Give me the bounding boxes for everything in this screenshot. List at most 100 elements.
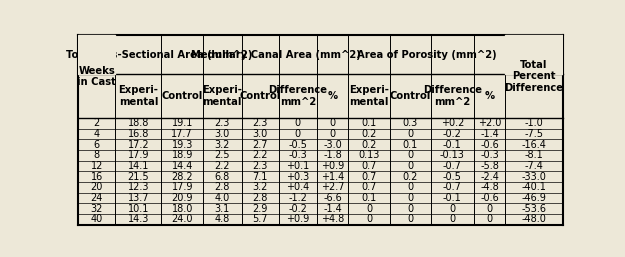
Text: 0: 0 — [486, 204, 492, 214]
Text: 0: 0 — [408, 204, 413, 214]
Text: Control: Control — [390, 91, 431, 101]
Text: 13.7: 13.7 — [127, 193, 149, 203]
Text: 0.1: 0.1 — [361, 118, 377, 128]
Text: 0: 0 — [408, 214, 413, 224]
Text: 0: 0 — [366, 204, 372, 214]
Text: Difference
mm^2: Difference mm^2 — [268, 85, 328, 107]
Text: 2.8: 2.8 — [253, 193, 268, 203]
Text: 17.2: 17.2 — [127, 140, 149, 150]
Text: +4.8: +4.8 — [321, 214, 344, 224]
Text: -1.0: -1.0 — [524, 118, 543, 128]
Text: Experi-
mental: Experi- mental — [202, 85, 242, 107]
Bar — [78, 35, 115, 74]
Text: 17.9: 17.9 — [127, 150, 149, 160]
Text: 0: 0 — [329, 129, 336, 139]
Text: -8.1: -8.1 — [524, 150, 543, 160]
Text: -33.0: -33.0 — [521, 172, 546, 182]
Text: 2.3: 2.3 — [214, 118, 230, 128]
Text: Area of Porosity (mm^2): Area of Porosity (mm^2) — [356, 50, 496, 60]
Text: -16.4: -16.4 — [521, 140, 546, 150]
Text: -48.0: -48.0 — [521, 214, 546, 224]
Text: 0: 0 — [408, 182, 413, 192]
Text: 40: 40 — [91, 214, 103, 224]
Text: 0.2: 0.2 — [361, 129, 377, 139]
Text: 0: 0 — [366, 214, 372, 224]
Text: +0.2: +0.2 — [441, 118, 464, 128]
Text: 3.0: 3.0 — [214, 129, 230, 139]
Text: 20.9: 20.9 — [171, 193, 193, 203]
Text: 3.2: 3.2 — [214, 140, 230, 150]
Text: 2: 2 — [94, 118, 100, 128]
Text: Experi-
mental: Experi- mental — [349, 85, 389, 107]
Text: 0: 0 — [408, 193, 413, 203]
Text: 0: 0 — [295, 118, 301, 128]
Text: 0: 0 — [408, 161, 413, 171]
Text: %: % — [484, 91, 494, 101]
Text: 16: 16 — [91, 172, 103, 182]
Text: -4.8: -4.8 — [480, 182, 499, 192]
Text: Medullary Canal Area (mm^2): Medullary Canal Area (mm^2) — [191, 50, 361, 60]
Text: 2.7: 2.7 — [253, 140, 268, 150]
Text: -0.6: -0.6 — [480, 140, 499, 150]
Text: 18.0: 18.0 — [171, 204, 193, 214]
Text: 0: 0 — [408, 150, 413, 160]
Text: 2.8: 2.8 — [214, 182, 230, 192]
Text: 21.5: 21.5 — [127, 172, 149, 182]
Text: 6: 6 — [94, 140, 100, 150]
Text: Tot Cross-Sectional Area (mm^2): Tot Cross-Sectional Area (mm^2) — [66, 50, 253, 60]
Text: 12: 12 — [91, 161, 103, 171]
Text: -2.4: -2.4 — [480, 172, 499, 182]
Text: 8: 8 — [94, 150, 100, 160]
Text: 28.2: 28.2 — [171, 172, 193, 182]
Text: -46.9: -46.9 — [521, 193, 546, 203]
Text: Control: Control — [239, 91, 281, 101]
Text: -53.6: -53.6 — [521, 204, 546, 214]
Text: 5.7: 5.7 — [253, 214, 268, 224]
Text: 6.8: 6.8 — [214, 172, 230, 182]
Text: 0: 0 — [295, 129, 301, 139]
Text: -0.2: -0.2 — [443, 129, 462, 139]
Text: +2.7: +2.7 — [321, 182, 344, 192]
Text: Total
Percent
Difference: Total Percent Difference — [504, 60, 563, 93]
Text: 18.9: 18.9 — [171, 150, 193, 160]
Text: -3.0: -3.0 — [323, 140, 342, 150]
Text: -0.3: -0.3 — [289, 150, 308, 160]
Text: 0.2: 0.2 — [361, 140, 377, 150]
Text: 17.9: 17.9 — [171, 182, 193, 192]
Text: 0.7: 0.7 — [361, 172, 377, 182]
Text: -0.5: -0.5 — [289, 140, 308, 150]
Text: +0.9: +0.9 — [321, 161, 344, 171]
Text: +1.4: +1.4 — [321, 172, 344, 182]
Text: 18.8: 18.8 — [127, 118, 149, 128]
Text: 2.9: 2.9 — [253, 204, 268, 214]
Text: 0.7: 0.7 — [361, 161, 377, 171]
Text: 2.3: 2.3 — [253, 118, 268, 128]
Text: -6.6: -6.6 — [323, 193, 342, 203]
Text: -0.5: -0.5 — [443, 172, 462, 182]
Text: 19.1: 19.1 — [171, 118, 193, 128]
Text: %: % — [328, 91, 338, 101]
Text: 0: 0 — [486, 214, 492, 224]
Bar — [505, 35, 562, 74]
Text: +0.3: +0.3 — [286, 172, 309, 182]
Text: -0.13: -0.13 — [440, 150, 465, 160]
Text: 0: 0 — [449, 214, 456, 224]
Text: -0.2: -0.2 — [289, 204, 308, 214]
Text: -0.7: -0.7 — [443, 182, 462, 192]
Text: -0.3: -0.3 — [480, 150, 499, 160]
Text: -7.4: -7.4 — [524, 161, 543, 171]
Text: +0.4: +0.4 — [286, 182, 309, 192]
Text: 0.7: 0.7 — [361, 182, 377, 192]
Text: 3.0: 3.0 — [253, 129, 268, 139]
Text: +0.1: +0.1 — [286, 161, 309, 171]
Text: 4.8: 4.8 — [214, 214, 230, 224]
Text: 0.1: 0.1 — [361, 193, 377, 203]
Text: 10.1: 10.1 — [127, 204, 149, 214]
Text: -40.1: -40.1 — [521, 182, 546, 192]
Text: 0: 0 — [329, 118, 336, 128]
Text: 0.2: 0.2 — [402, 172, 418, 182]
Text: 24: 24 — [91, 193, 103, 203]
Text: 14.4: 14.4 — [171, 161, 193, 171]
Text: -7.5: -7.5 — [524, 129, 543, 139]
Text: -5.8: -5.8 — [480, 161, 499, 171]
